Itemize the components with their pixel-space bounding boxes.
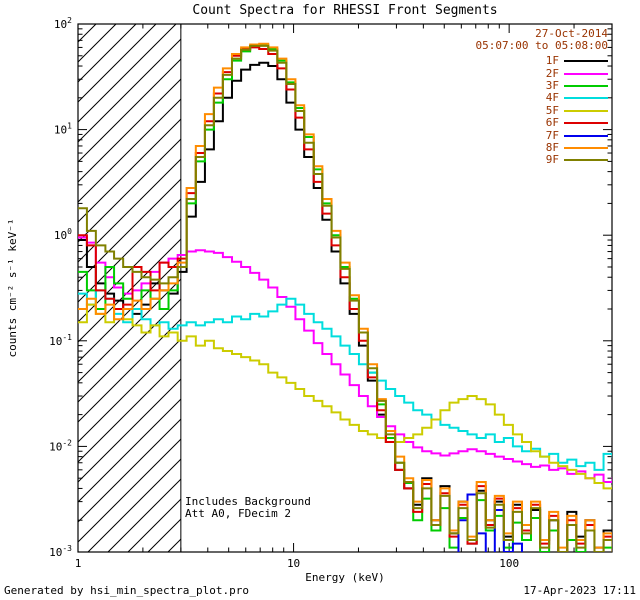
plot-frame (77, 23, 613, 553)
legend-label: 4F (545, 91, 559, 105)
legend-item-5F: 5F (476, 103, 608, 117)
svg-text:100: 100 (54, 227, 72, 242)
legend-color-line (564, 122, 608, 125)
legend-item-4F: 4F (476, 92, 608, 104)
svg-text:1: 1 (75, 557, 82, 570)
generator-credit: Generated by hsi_min_spectra_plot.pro (4, 584, 250, 597)
svg-text:10-2: 10-2 (49, 438, 72, 453)
curve-2F (78, 236, 612, 484)
legend-color-line (564, 146, 608, 149)
legend-color-line (564, 60, 608, 63)
legend-label: 2F (545, 66, 559, 80)
plot-annotations: Includes Background Att A0, FDecim 2 (185, 496, 311, 520)
legend-item-9F: 9F (476, 154, 608, 166)
svg-text:100: 100 (499, 557, 519, 570)
x-axis-label: Energy (keV) (305, 571, 385, 584)
svg-text:101: 101 (54, 122, 72, 137)
spectra-curves (78, 42, 612, 552)
legend-color-line (564, 159, 608, 162)
legend-color-line (564, 134, 608, 137)
svg-text:10-1: 10-1 (49, 333, 72, 348)
svg-text:10: 10 (287, 557, 300, 570)
legend-label: 6F (545, 116, 559, 130)
legend-series-list: 1F 2F 3F 4F 5F 6F 7F 8F 9F (476, 55, 608, 167)
axis-ticks (77, 23, 613, 553)
svg-text:102: 102 (54, 16, 72, 31)
legend-color-line (564, 72, 608, 75)
legend-label: 8F (545, 140, 559, 154)
y-tick-labels: 10-3 10-2 10-1 100 101 102 (49, 16, 72, 559)
note-attenuator-state: Att A0, FDecim 2 (185, 507, 291, 520)
legend-label: 7F (545, 128, 559, 142)
render-timestamp: 17-Apr-2023 17:11 (523, 584, 636, 597)
legend-date: 27-Oct-2014 (535, 27, 608, 40)
legend-time-range: 05:07:00 to 05:08:00 (475, 39, 608, 52)
legend: 27-Oct-2014 05:07:00 to 05:08:00 1F 2F 3F 4… (476, 28, 608, 167)
legend-label: 3F (545, 78, 559, 92)
legend-item-2F: 2F (476, 67, 608, 79)
chart-title: Count Spectra for RHESSI Front Segments (192, 3, 498, 18)
legend-item-8F: 8F (476, 140, 608, 154)
legend-color-line (564, 84, 608, 87)
curve-5F (78, 303, 612, 490)
hatch-region (78, 24, 181, 552)
legend-item-7F: 7F (476, 129, 608, 141)
legend-color-line (564, 97, 608, 100)
x-tick-labels: 1 10 100 (75, 557, 519, 570)
legend-label: 1F (545, 54, 559, 68)
legend-item-1F: 1F (476, 55, 608, 67)
svg-text:10-3: 10-3 (49, 544, 72, 559)
curve-9F (78, 44, 612, 552)
note-includes-background: Includes Background (185, 495, 311, 508)
y-axis-label: counts cm⁻² s⁻¹ keV⁻¹ (6, 218, 19, 358)
legend-label: 5F (545, 103, 559, 117)
legend-item-3F: 3F (476, 78, 608, 92)
legend-item-6F: 6F (476, 117, 608, 129)
legend-label: 9F (545, 153, 559, 167)
legend-color-line (564, 109, 608, 112)
